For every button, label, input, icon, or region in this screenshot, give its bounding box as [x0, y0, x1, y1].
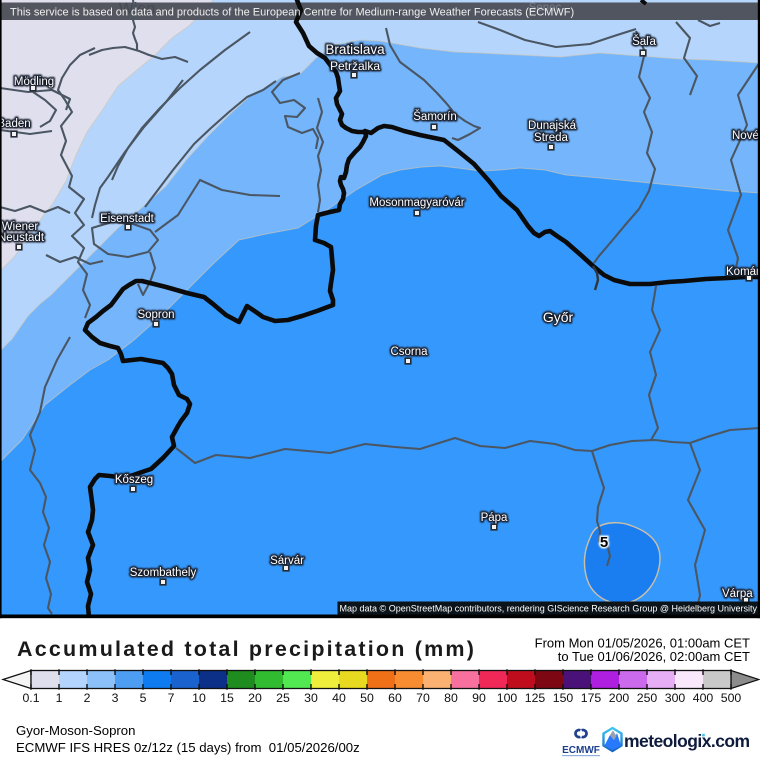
svg-text:Sárvár: Sárvár: [270, 555, 304, 567]
svg-text:100: 100: [497, 691, 518, 705]
svg-text:Wiener: Wiener: [2, 221, 39, 233]
svg-text:Šaľa: Šaľa: [632, 35, 656, 48]
svg-text:Pápa: Pápa: [481, 512, 508, 524]
svg-text:Gyor-Moson-Sopron: Gyor-Moson-Sopron: [16, 723, 135, 738]
svg-text:Petržalka: Petržalka: [330, 59, 380, 73]
svg-text:5: 5: [140, 691, 147, 705]
svg-text:Mödling: Mödling: [14, 76, 54, 88]
svg-text:Mosonmagyaróvár: Mosonmagyaróvár: [369, 197, 464, 209]
svg-text:Dunajská: Dunajská: [528, 120, 577, 132]
svg-text:200: 200: [609, 691, 630, 705]
svg-text:This service is based on data: This service is based on data and produc…: [10, 7, 574, 19]
svg-text:Szombathely: Szombathely: [130, 567, 197, 579]
svg-text:Győr: Győr: [543, 309, 574, 325]
svg-text:Bratislava: Bratislava: [325, 42, 385, 57]
svg-text:Sopron: Sopron: [137, 309, 174, 321]
svg-text:175: 175: [581, 691, 602, 705]
svg-text:70: 70: [416, 691, 430, 705]
svg-text:Petržalka: Petržalka: [330, 59, 380, 73]
svg-text:Map data © OpenStreetMap contr: Map data © OpenStreetMap contributors, r…: [340, 604, 758, 614]
svg-text:Baden: Baden: [0, 118, 31, 130]
svg-text:Wiener: Wiener: [2, 221, 39, 233]
svg-text:90: 90: [472, 691, 486, 705]
svg-text:meteologix.com: meteologix.com: [624, 731, 750, 751]
svg-text:Senec: Senec: [529, 2, 562, 14]
svg-text:Győr: Győr: [543, 309, 574, 325]
svg-text:to Tue 01/06/2026, 02:00am CET: to Tue 01/06/2026, 02:00am CET: [558, 649, 750, 664]
svg-text:50: 50: [360, 691, 374, 705]
svg-text:Šamorín: Šamorín: [413, 110, 456, 123]
svg-text:Várpa: Várpa: [722, 588, 753, 600]
svg-text:Szombathely: Szombathely: [130, 567, 197, 579]
svg-text:Eisenstadt: Eisenstadt: [100, 213, 155, 225]
svg-text:1: 1: [56, 691, 63, 705]
svg-text:Sárvár: Sárvár: [270, 555, 304, 567]
svg-text:ECMWF IFS HRES 0z/12z (15 days: ECMWF IFS HRES 0z/12z (15 days) from 01/…: [16, 740, 360, 755]
svg-text:3: 3: [112, 691, 119, 705]
svg-text:Mödling: Mödling: [14, 76, 54, 88]
svg-text:30: 30: [304, 691, 318, 705]
svg-text:Csorna: Csorna: [390, 346, 428, 358]
svg-text:25: 25: [276, 691, 290, 705]
svg-text:10: 10: [192, 691, 206, 705]
svg-text:400: 400: [693, 691, 714, 705]
svg-text:15: 15: [220, 691, 234, 705]
svg-text:Nové Z: Nové Z: [732, 130, 760, 142]
svg-text:60: 60: [388, 691, 402, 705]
svg-text:0.1: 0.1: [22, 691, 39, 705]
svg-text:Eisenstadt: Eisenstadt: [100, 213, 155, 225]
svg-text:5: 5: [600, 534, 608, 551]
svg-text:Baden: Baden: [0, 118, 31, 130]
svg-text:ECMWF: ECMWF: [562, 745, 600, 756]
svg-text:Komárno: Komárno: [726, 266, 760, 278]
svg-text:500: 500: [721, 691, 742, 705]
svg-text:Kőszeg: Kőszeg: [115, 474, 153, 486]
svg-text:Bratislava: Bratislava: [325, 42, 385, 57]
svg-text:Kőszeg: Kőszeg: [115, 474, 153, 486]
svg-text:5: 5: [600, 534, 608, 551]
svg-text:250: 250: [637, 691, 658, 705]
svg-text:Sopron: Sopron: [137, 309, 174, 321]
svg-text:Nové Z: Nové Z: [732, 130, 760, 142]
svg-text:40: 40: [332, 691, 346, 705]
svg-text:Pápa: Pápa: [481, 512, 508, 524]
svg-text:125: 125: [525, 691, 546, 705]
svg-text:Csorna: Csorna: [390, 346, 428, 358]
svg-text:Šamorín: Šamorín: [413, 110, 456, 123]
svg-text:Dunajská: Dunajská: [528, 120, 577, 132]
svg-text:20: 20: [248, 691, 262, 705]
svg-text:Mosonmagyaróvár: Mosonmagyaróvár: [369, 197, 464, 209]
svg-text:150: 150: [553, 691, 574, 705]
svg-text:Neustadt: Neustadt: [0, 232, 45, 244]
svg-text:Accumulated total precipitatio: Accumulated total precipitation (mm): [17, 637, 476, 661]
svg-text:Streda: Streda: [534, 132, 568, 144]
svg-text:Neustadt: Neustadt: [0, 232, 45, 244]
svg-text:From Mon 01/05/2026, 01:00am C: From Mon 01/05/2026, 01:00am CET: [535, 636, 750, 651]
svg-text:80: 80: [444, 691, 458, 705]
svg-text:Šaľa: Šaľa: [632, 35, 656, 48]
svg-text:300: 300: [665, 691, 686, 705]
svg-text:Streda: Streda: [534, 132, 568, 144]
svg-text:7: 7: [168, 691, 175, 705]
svg-text:2: 2: [84, 691, 91, 705]
